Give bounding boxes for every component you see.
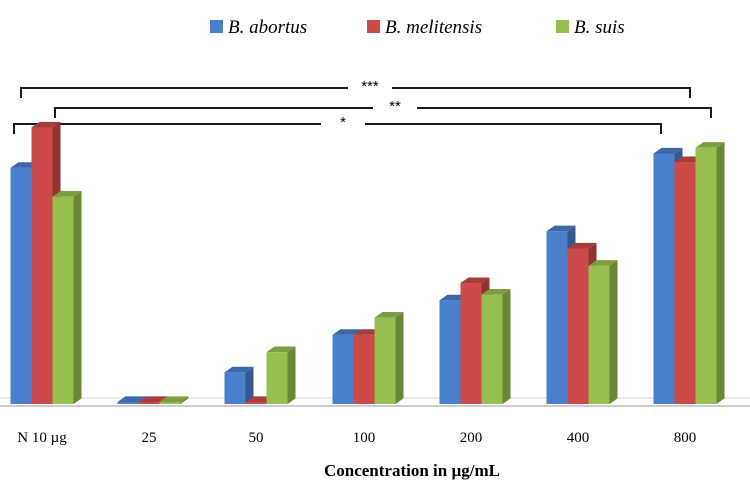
legend-item: B. abortus xyxy=(210,17,307,38)
significance-label: ** xyxy=(389,98,401,115)
bar-bsuis-5 xyxy=(588,260,618,404)
bar-bsuis-0 xyxy=(52,191,82,404)
bar-bsuis-6 xyxy=(695,142,725,404)
significance-bracket: ** xyxy=(54,98,712,118)
bar-bsuis-1 xyxy=(159,396,189,404)
legend-swatch xyxy=(367,20,380,33)
bar-bsuis-3 xyxy=(374,312,404,404)
legend-label: B. suis xyxy=(574,17,625,38)
legend-swatch xyxy=(556,20,569,33)
bars xyxy=(10,121,725,405)
x-tick-label: 400 xyxy=(567,430,590,446)
x-tick-label: 200 xyxy=(460,430,483,446)
significance-bracket: * xyxy=(13,114,662,134)
significance-brackets: ****** xyxy=(13,78,712,134)
legend-item: B. suis xyxy=(556,17,625,38)
x-tick-labels: N 10 µg 25 50 100 200 400 800 xyxy=(17,430,696,446)
x-tick-label: 800 xyxy=(674,430,697,446)
significance-label: *** xyxy=(361,78,379,95)
bar-bsuis-4 xyxy=(481,288,511,404)
bar-babortus-2 xyxy=(224,366,254,404)
legend: B. abortus B. melitensis B. suis xyxy=(210,17,625,38)
x-tick-label: 50 xyxy=(249,430,264,446)
legend-label: B. abortus xyxy=(228,17,307,38)
x-tick-label: 100 xyxy=(353,430,376,446)
x-tick-label: N 10 µg xyxy=(17,430,67,446)
significance-label: * xyxy=(340,114,346,131)
legend-swatch xyxy=(210,20,223,33)
bar-bsuis-2 xyxy=(266,346,296,404)
x-axis-label: Concentration in µg/mL xyxy=(324,461,500,480)
x-tick-label: 25 xyxy=(142,430,157,446)
legend-item: B. melitensis xyxy=(367,17,482,38)
legend-label: B. melitensis xyxy=(385,17,482,38)
significance-bracket: *** xyxy=(20,78,691,98)
